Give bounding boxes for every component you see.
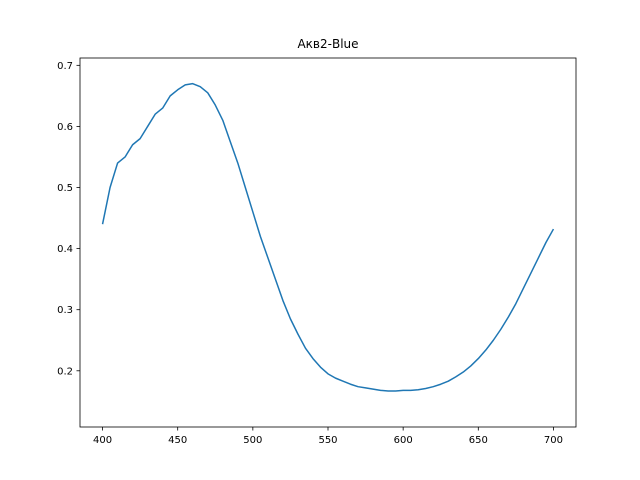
x-tick-label: 400: [93, 435, 112, 446]
x-tick-label: 550: [318, 435, 337, 446]
x-tick-label: 650: [469, 435, 488, 446]
x-tick-label: 450: [168, 435, 187, 446]
x-tick-label: 700: [544, 435, 563, 446]
plot-background: [80, 58, 576, 427]
series-line: [101, 82, 555, 392]
x-tick-label: 600: [394, 435, 413, 446]
plot-area: [80, 58, 576, 427]
y-tick-label: 0.6: [57, 122, 73, 133]
y-tick-label: 0.2: [57, 366, 73, 377]
axes: 400 450 500 550 600 650 700 0.2 0.3 0.4 0.5 0.6 0.7: [57, 57, 577, 446]
x-tick-label: 500: [243, 435, 262, 446]
y-tick-label: 0.4: [57, 244, 73, 255]
y-tick-label: 0.5: [57, 183, 73, 194]
chart-title: Акв2-Blue: [297, 37, 358, 51]
y-tick-label: 0.7: [57, 61, 73, 72]
y-tick-label: 0.3: [57, 305, 73, 316]
